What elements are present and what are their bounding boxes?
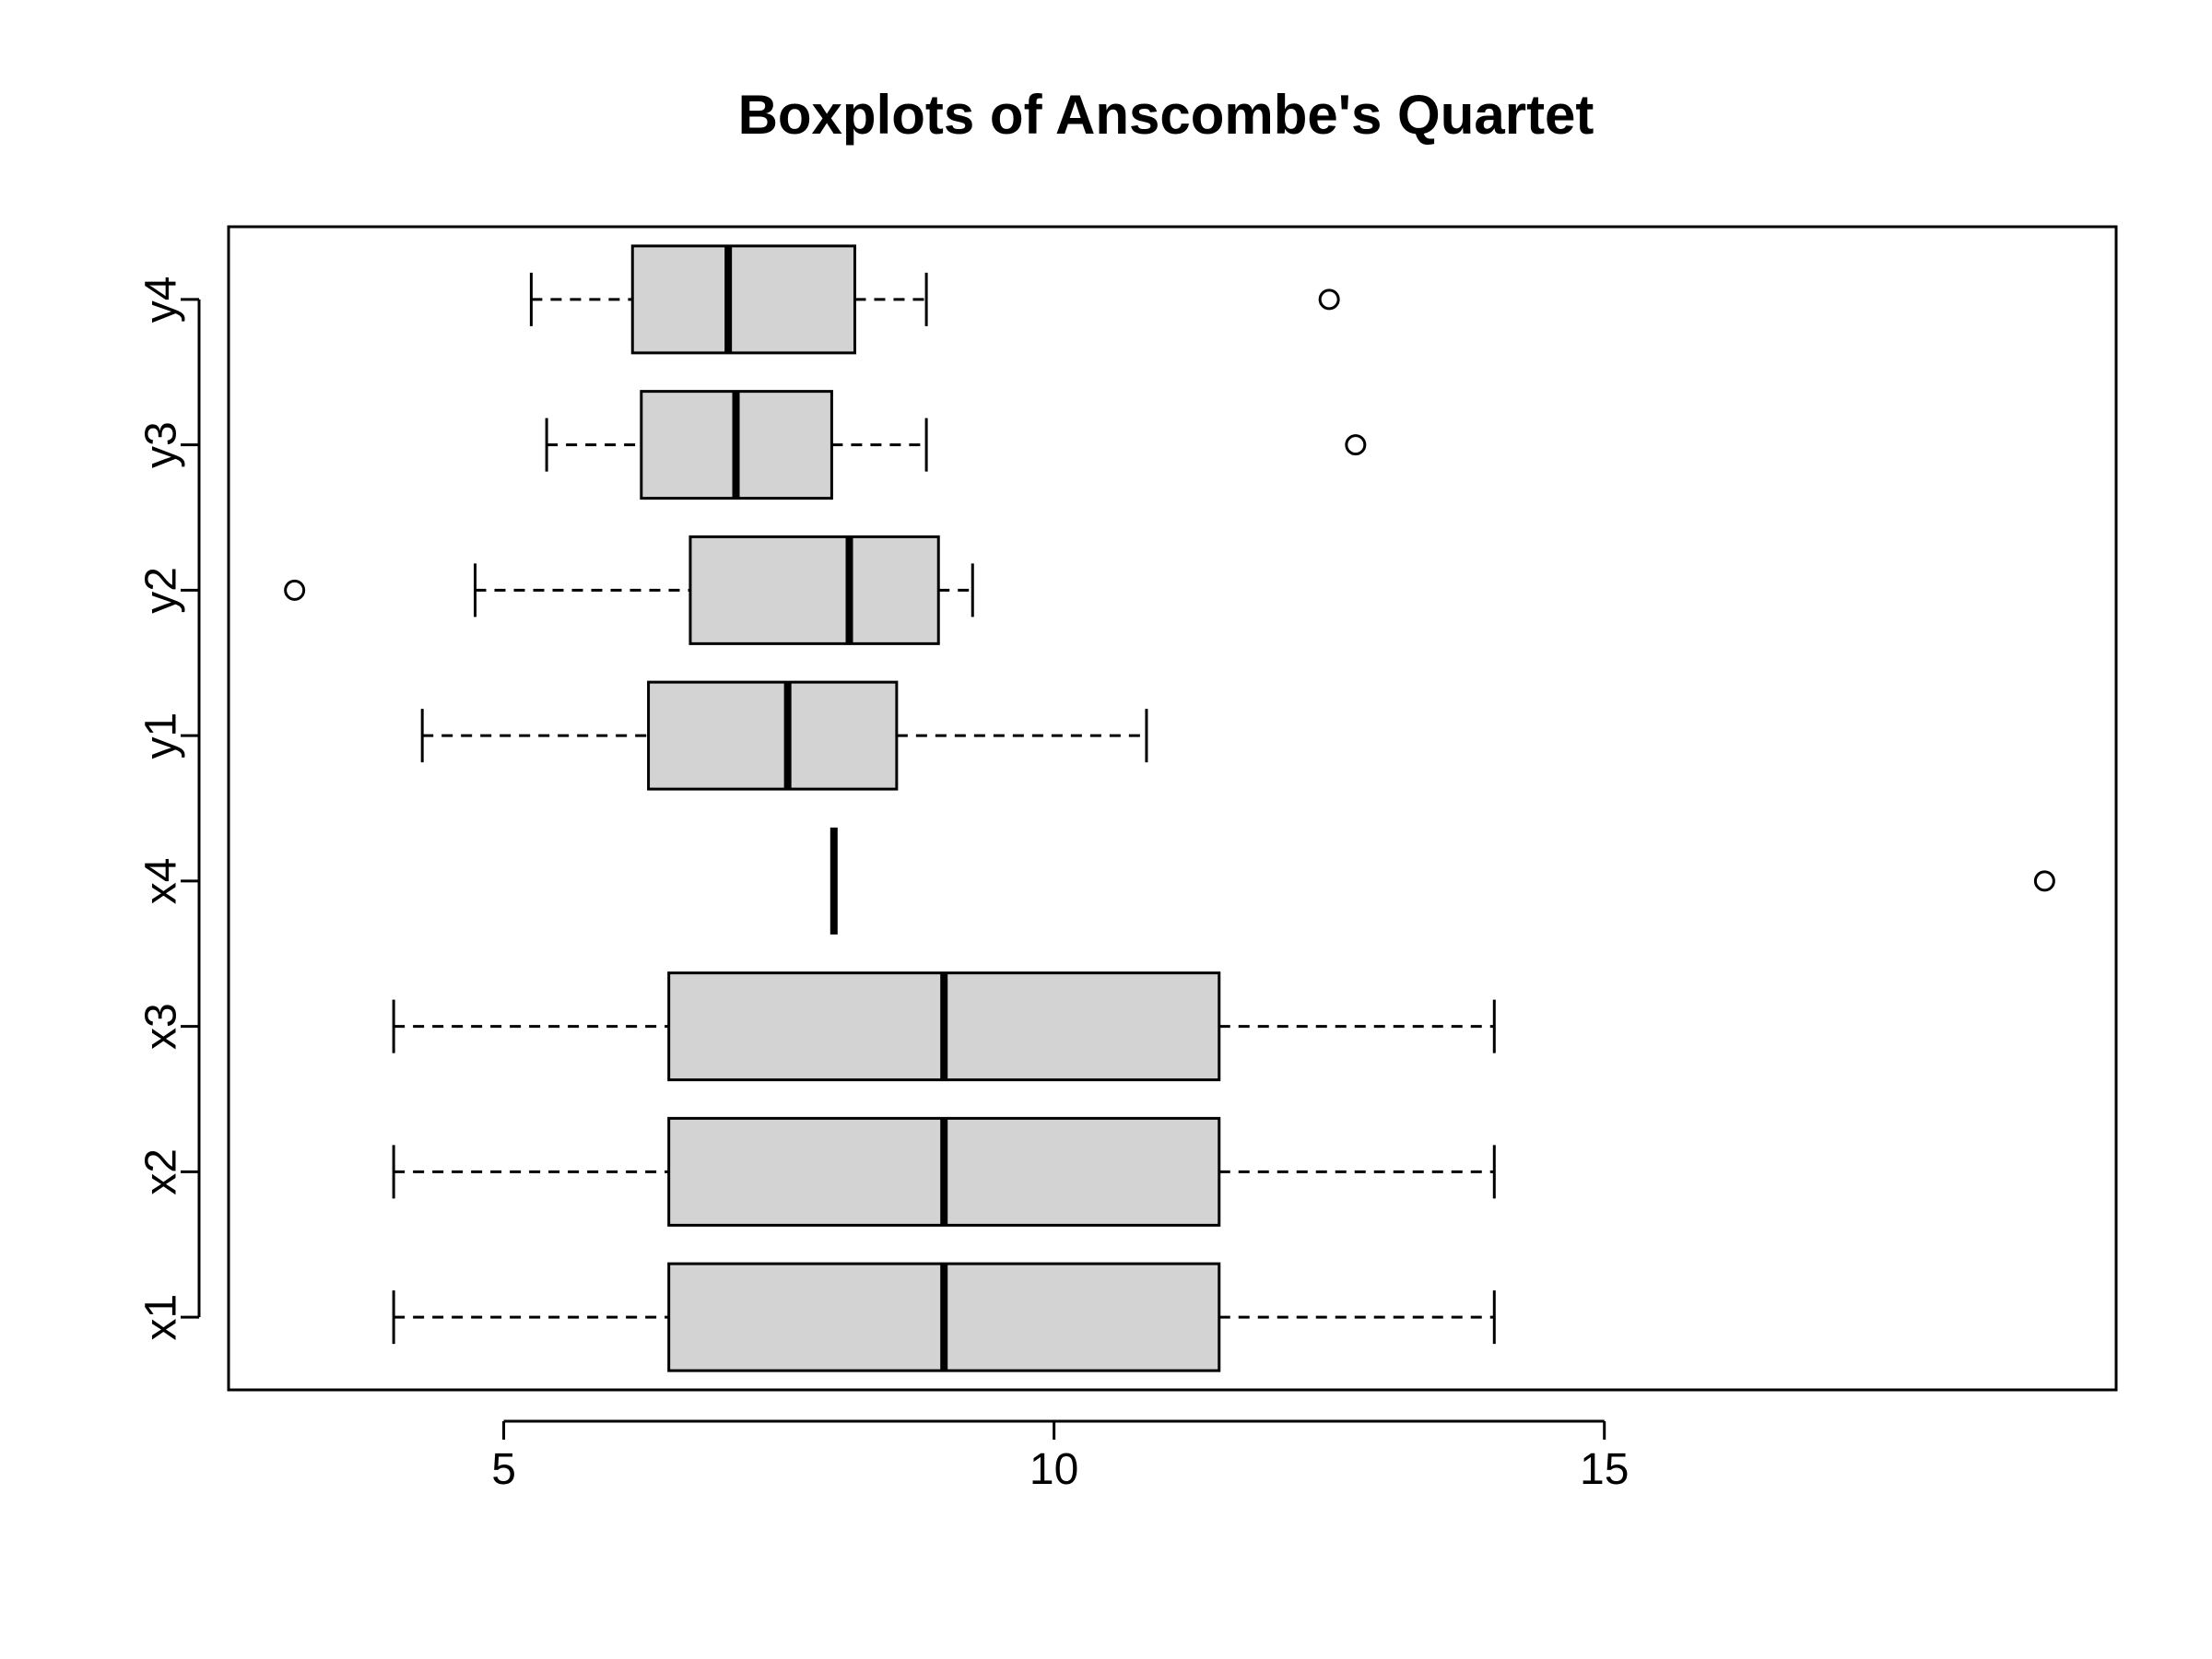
box-group-y4 (529, 244, 1340, 355)
y-tick-label: y3 (137, 421, 186, 468)
chart-title: Boxplots of Anscombe's Quartet (738, 84, 1594, 146)
x-axis: 5 10 15 (491, 1419, 1629, 1494)
y-tick-label: x1 (137, 1294, 186, 1341)
box-group-x2 (392, 1116, 1496, 1227)
box-group-x1 (392, 1262, 1496, 1372)
boxes (284, 244, 2055, 1372)
box-group-y2 (284, 535, 974, 645)
y-axis: x1 x2 x3 x4 y1 y2 y3 y4 (137, 276, 201, 1341)
y-tick-label: y1 (137, 712, 186, 759)
x-tick-label: 5 (491, 1445, 516, 1494)
y-tick-label: y4 (137, 276, 186, 324)
box (630, 244, 856, 355)
box-group-x4 (830, 827, 2055, 935)
box-group-x3 (392, 971, 1496, 1082)
outlier-point (284, 579, 306, 601)
outlier-point (1318, 288, 1340, 311)
box-group-y1 (420, 680, 1148, 791)
box (647, 680, 899, 791)
y-tick-label: x2 (137, 1148, 186, 1195)
outlier-point (2033, 870, 2055, 892)
box (688, 535, 940, 645)
x-tick-label: 10 (1030, 1445, 1078, 1494)
x-tick-label: 15 (1580, 1445, 1629, 1494)
y-tick-label: x4 (137, 858, 186, 905)
plot-frame (227, 225, 2118, 1392)
y-tick-label: x3 (137, 1003, 186, 1050)
y-tick-label: y2 (137, 567, 186, 614)
box-group-y3 (545, 390, 1367, 500)
outlier-point (1345, 434, 1367, 456)
